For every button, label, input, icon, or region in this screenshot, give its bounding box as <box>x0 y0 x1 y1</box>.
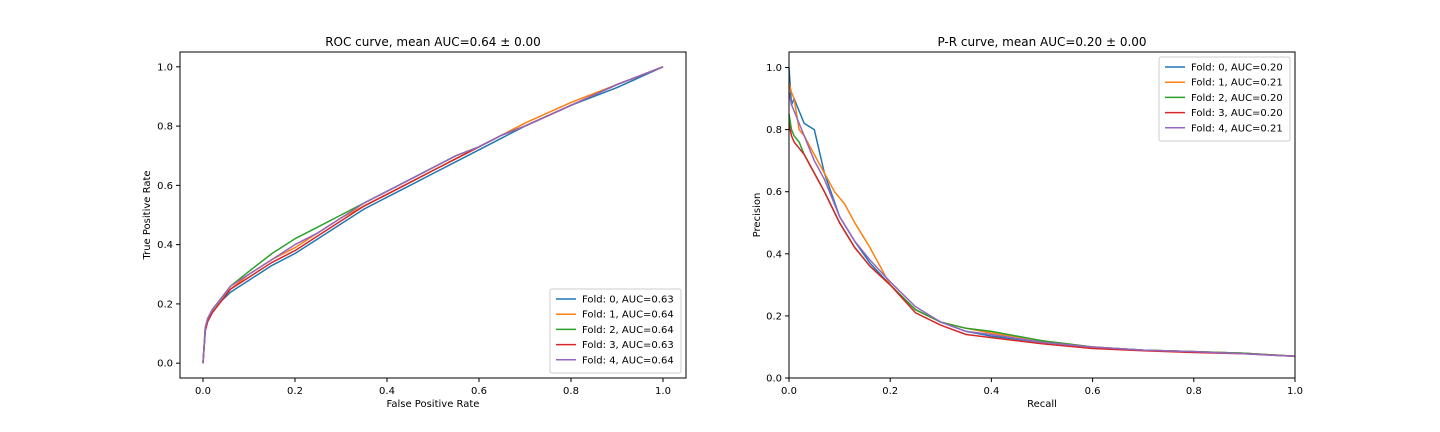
pr-plot-frame <box>788 51 1296 379</box>
pr-series-line-4 <box>788 92 1296 358</box>
roc-y-tick-label: 1.0 <box>157 62 173 73</box>
roc-y-tick-label: 0.6 <box>157 181 173 192</box>
pr-y-tick-label: 0.0 <box>766 374 782 385</box>
pr-chart-panel: P-R curve, mean AUC=0.20 ± 0.00 0.0 0.2 0.… <box>752 35 1303 410</box>
pr-x-tick-label: 0.2 <box>882 386 898 397</box>
pr-legend: Fold: 0, AUC=0.20 Fold: 1, AUC=0.21 Fold: … <box>1158 56 1291 142</box>
roc-legend-label-2: Fold: 2, AUC=0.64 <box>582 325 674 336</box>
roc-legend-label-3: Fold: 3, AUC=0.63 <box>582 340 674 351</box>
pr-legend-label-2: Fold: 2, AUC=0.20 <box>1191 93 1283 104</box>
pr-chart-title: P-R curve, mean AUC=0.20 ± 0.00 <box>937 35 1146 49</box>
roc-x-tick-label: 0.0 <box>195 386 211 397</box>
pr-x-tick-label: 0.4 <box>983 386 999 397</box>
roc-legend-box <box>549 288 682 374</box>
pr-legend-label-1: Fold: 1, AUC=0.21 <box>1191 78 1283 89</box>
pr-x-tick-label: 0.6 <box>1085 386 1101 397</box>
pr-legend-box <box>1158 56 1291 142</box>
pr-y-tick-label: 0.8 <box>766 125 782 136</box>
pr-x-axis-label: Recall <box>1027 399 1057 410</box>
pr-series-lines <box>788 67 1296 358</box>
pr-y-tick-label: 0.2 <box>766 311 782 322</box>
roc-x-tick-label: 0.8 <box>563 386 579 397</box>
roc-series-line-4 <box>202 66 664 364</box>
pr-x-tick-label: 0.8 <box>1186 386 1202 397</box>
roc-series-lines <box>202 66 664 364</box>
roc-x-tick-label: 0.2 <box>287 386 303 397</box>
pr-x-tick-label: 1.0 <box>1287 386 1303 397</box>
roc-x-ticks: 0.0 0.2 0.4 0.6 0.8 1.0 <box>195 378 671 397</box>
roc-legend: Fold: 0, AUC=0.63 Fold: 1, AUC=0.64 Fold: … <box>549 288 682 374</box>
pr-y-tick-label: 0.4 <box>766 249 782 260</box>
roc-legend-label-1: Fold: 1, AUC=0.64 <box>582 310 674 321</box>
roc-y-tick-label: 0.2 <box>157 299 173 310</box>
roc-x-tick-label: 0.6 <box>471 386 487 397</box>
pr-y-tick-label: 1.0 <box>766 63 782 74</box>
pr-legend-label-3: Fold: 3, AUC=0.20 <box>1191 108 1283 119</box>
roc-y-tick-label: 0.0 <box>157 359 173 370</box>
roc-y-tick-label: 0.8 <box>157 122 173 133</box>
pr-y-axis-label: Precision <box>752 193 763 238</box>
roc-chart-title: ROC curve, mean AUC=0.64 ± 0.00 <box>325 35 541 49</box>
pr-x-tick-label: 0.0 <box>781 386 797 397</box>
roc-y-tick-label: 0.4 <box>157 240 173 251</box>
pr-series-line-3 <box>788 123 1296 358</box>
pr-legend-label-4: Fold: 4, AUC=0.21 <box>1191 123 1283 134</box>
roc-legend-label-0: Fold: 0, AUC=0.63 <box>582 295 674 306</box>
roc-x-axis-label: False Positive Rate <box>387 399 480 410</box>
roc-plot-frame <box>179 51 687 379</box>
roc-x-tick-label: 1.0 <box>655 386 671 397</box>
pr-y-ticks: 0.0 0.2 0.4 0.6 0.8 1.0 <box>766 63 789 385</box>
pr-series-line-2 <box>788 113 1296 358</box>
roc-x-tick-label: 0.4 <box>379 386 395 397</box>
roc-y-ticks: 0.0 0.2 0.4 0.6 0.8 1.0 <box>157 62 180 370</box>
pr-x-ticks: 0.0 0.2 0.4 0.6 0.8 1.0 <box>781 378 1303 397</box>
roc-legend-label-4: Fold: 4, AUC=0.64 <box>582 355 674 366</box>
roc-chart-panel: ROC curve, mean AUC=0.64 ± 0.00 0.0 0.2 0.… <box>142 35 687 410</box>
pr-y-tick-label: 0.6 <box>766 187 782 198</box>
pr-legend-label-0: Fold: 0, AUC=0.20 <box>1191 63 1283 74</box>
roc-y-axis-label: True Positive Rate <box>142 170 153 260</box>
